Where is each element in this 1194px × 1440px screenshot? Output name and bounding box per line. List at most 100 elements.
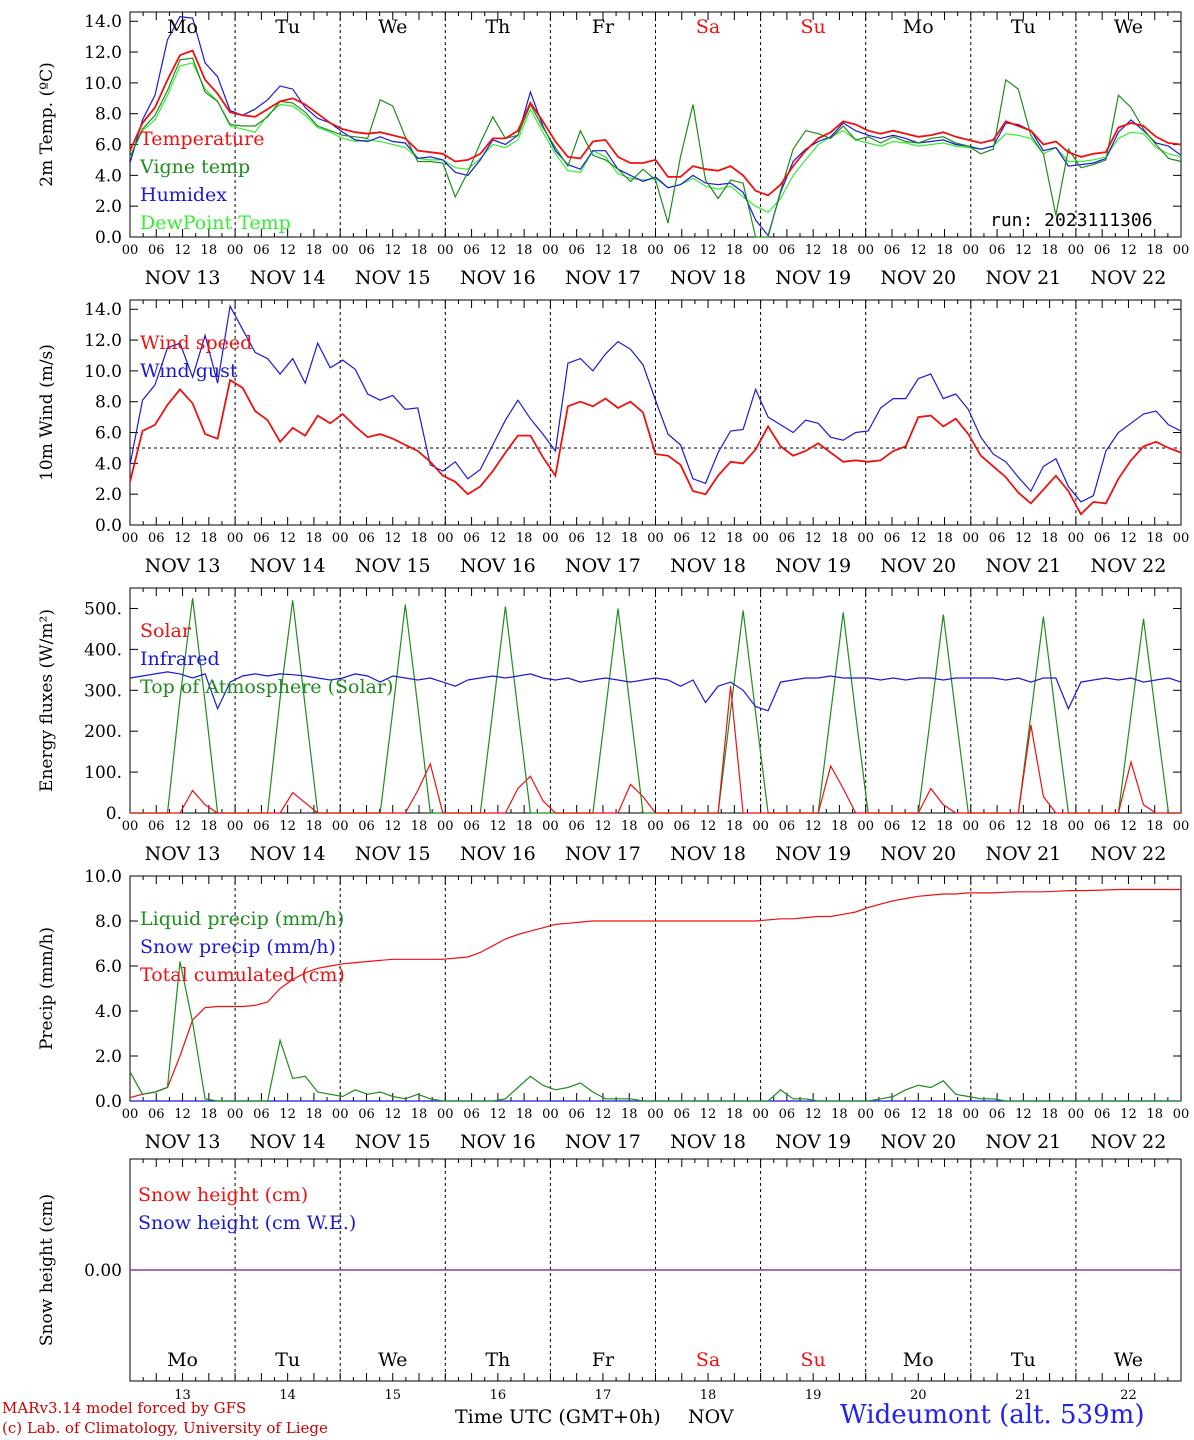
date-label: NOV 19 (775, 555, 851, 577)
hour-tick-label: 06 (674, 243, 691, 258)
day-label: Fr (592, 16, 615, 38)
date-label: NOV 13 (145, 555, 221, 577)
hour-tick-label: 06 (568, 531, 585, 546)
y-tick-label: 2.0 (95, 485, 122, 505)
hour-tick-label: 12 (1120, 819, 1137, 834)
y-tick-label: 10.0 (84, 362, 122, 382)
y-tick-label: 2.0 (95, 1047, 122, 1067)
hour-tick-label: 12 (490, 1107, 507, 1122)
y-tick-label: 12.0 (84, 331, 122, 351)
panel-1 (129, 11, 1182, 238)
day-label: We (378, 16, 407, 38)
hour-tick-label: 12 (805, 531, 822, 546)
hour-tick-label: 00 (1173, 1107, 1190, 1122)
hour-tick-label: 12 (700, 1107, 717, 1122)
legend-entry: Total cumulated (cm) (140, 964, 345, 986)
hour-tick-label: 18 (726, 819, 743, 834)
footer-copyright: (c) Lab. of Climatology, University of L… (2, 1419, 328, 1437)
date-label: NOV 16 (460, 843, 536, 865)
date-label: NOV 18 (670, 843, 746, 865)
legend-entry: Vigne temp (139, 156, 250, 178)
hour-tick-label: 18 (831, 531, 848, 546)
hour-tick-label: 18 (516, 531, 533, 546)
hour-tick-label: 12 (384, 819, 401, 834)
date-label: NOV 18 (670, 555, 746, 577)
hour-tick-label: 06 (1094, 531, 1111, 546)
hour-tick-label: 00 (1068, 243, 1085, 258)
day-label: Fr (592, 1349, 615, 1371)
hour-tick-label: 06 (358, 819, 375, 834)
hour-tick-label: 12 (1120, 531, 1137, 546)
y-tick-label: 100. (84, 763, 122, 783)
hour-tick-label: 00 (332, 819, 349, 834)
hour-tick-label: 06 (779, 531, 796, 546)
hour-tick-label: 00 (122, 819, 139, 834)
panel-5 (129, 1158, 1182, 1382)
series-line (129, 304, 1182, 503)
legend-entry: Snow height (cm W.E.) (138, 1212, 356, 1234)
y-tick-label: 400. (84, 640, 122, 660)
day-label: Tu (275, 16, 300, 38)
hour-tick-label: 00 (752, 819, 769, 834)
hour-tick-label: 18 (936, 1107, 953, 1122)
date-label: NOV 15 (355, 555, 431, 577)
hour-tick-label: 06 (253, 819, 270, 834)
y-tick-label: 6.0 (95, 957, 122, 977)
hour-tick-label: 06 (884, 531, 901, 546)
hour-tick-label: 00 (857, 819, 874, 834)
hour-tick-label: 12 (1015, 243, 1032, 258)
hour-tick-label: 06 (463, 1107, 480, 1122)
series-line (129, 888, 1181, 1099)
hour-tick-label: 12 (1015, 531, 1032, 546)
hour-tick-label: 18 (726, 243, 743, 258)
hour-tick-label: 18 (306, 1107, 323, 1122)
hour-tick-label: 06 (1094, 243, 1111, 258)
hour-tick-label: 12 (279, 1107, 296, 1122)
bottom-day-number: 22 (1120, 1388, 1137, 1403)
bottom-day-number: 19 (805, 1388, 822, 1403)
y-tick-label: 0. (106, 804, 122, 824)
legend-entry: Snow precip (mm/h) (140, 936, 336, 958)
series-line (129, 671, 1182, 712)
hour-tick-label: 12 (700, 531, 717, 546)
hour-tick-label: 06 (463, 531, 480, 546)
panel-frame (129, 299, 1182, 526)
legend-entry: Snow height (cm) (138, 1184, 308, 1206)
hour-tick-label: 06 (884, 243, 901, 258)
hour-tick-label: 12 (490, 531, 507, 546)
legend-entry: Top of Atmosphere (Solar) (140, 676, 393, 698)
hour-tick-label: 00 (647, 1107, 664, 1122)
hour-tick-label: 18 (306, 243, 323, 258)
bottom-day-number: 14 (279, 1388, 296, 1403)
hour-tick-label: 18 (936, 819, 953, 834)
hour-tick-label: 12 (279, 531, 296, 546)
bottom-day-number: 21 (1015, 1388, 1032, 1403)
date-label: NOV 20 (880, 1131, 956, 1153)
hour-tick-label: 00 (647, 243, 664, 258)
hour-tick-label: 06 (779, 243, 796, 258)
y-tick-label: 0.0 (95, 516, 122, 536)
date-label: NOV 16 (460, 1131, 536, 1153)
date-label: NOV 20 (880, 843, 956, 865)
hour-tick-label: 00 (752, 531, 769, 546)
hour-tick-label: 12 (595, 1107, 612, 1122)
hour-tick-label: 06 (148, 243, 165, 258)
hour-tick-label: 12 (910, 819, 927, 834)
hour-tick-label: 00 (122, 243, 139, 258)
hour-tick-label: 06 (674, 819, 691, 834)
day-label: Tu (1011, 1349, 1036, 1371)
bottom-day-number: 17 (595, 1388, 612, 1403)
day-label: We (1114, 1349, 1143, 1371)
y-axis-title: Energy fluxes (W/m²) (37, 609, 57, 792)
hour-tick-label: 00 (1173, 531, 1190, 546)
hour-tick-label: 00 (857, 243, 874, 258)
day-label: Sa (696, 16, 720, 38)
hour-tick-label: 18 (621, 243, 638, 258)
day-label: Tu (1011, 16, 1036, 38)
date-label: NOV 13 (145, 267, 221, 289)
y-tick-label: 0.0 (95, 1092, 122, 1112)
date-label: NOV 17 (565, 1131, 641, 1153)
hour-tick-label: 18 (936, 531, 953, 546)
date-label: NOV 16 (460, 267, 536, 289)
